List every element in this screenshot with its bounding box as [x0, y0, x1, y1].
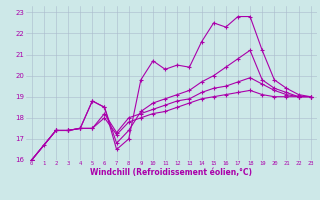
X-axis label: Windchill (Refroidissement éolien,°C): Windchill (Refroidissement éolien,°C): [90, 168, 252, 177]
